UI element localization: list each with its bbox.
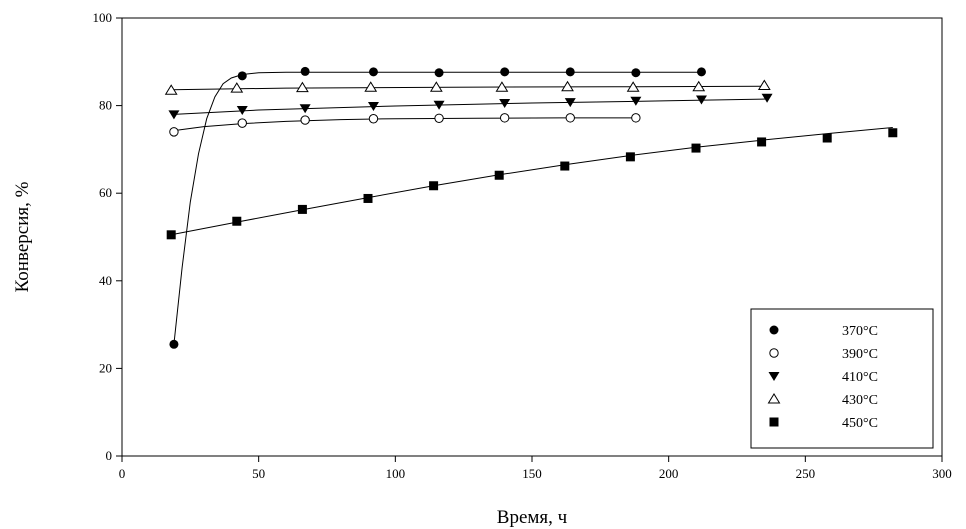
data-point-0-6 bbox=[565, 67, 575, 77]
y-tick-label-2: 40 bbox=[99, 273, 112, 288]
data-point-1-4 bbox=[434, 113, 444, 124]
x-tick-label-3: 150 bbox=[522, 466, 542, 481]
y-tick-label-5: 100 bbox=[93, 10, 113, 25]
fit-line-4 bbox=[171, 127, 893, 236]
x-tick-label-6: 300 bbox=[932, 466, 952, 481]
data-point-4-0 bbox=[166, 230, 176, 240]
data-point-4-3 bbox=[363, 193, 373, 203]
data-point-2-2 bbox=[299, 104, 311, 114]
data-point-0-7 bbox=[631, 68, 641, 78]
x-tick-label-1: 50 bbox=[252, 466, 265, 481]
axis-ticks: 0 50 100 150 200 250 300 0 20 40 60 80 100 bbox=[93, 10, 952, 481]
legend-items: 370°C 390°C 410°C 430°C 450°C bbox=[767, 324, 878, 431]
data-point-4-9 bbox=[757, 137, 767, 147]
data-point-4-1 bbox=[232, 216, 242, 226]
legend-label-4: 450°C bbox=[842, 416, 878, 431]
legend-label-2: 410°C bbox=[842, 370, 878, 385]
data-point-2-7 bbox=[630, 96, 642, 106]
data-point-3-4 bbox=[429, 81, 443, 92]
data-point-1-3 bbox=[368, 114, 379, 124]
fit-curves bbox=[171, 71, 893, 345]
data-point-3-8 bbox=[692, 80, 706, 92]
data-point-4-11 bbox=[888, 128, 898, 138]
legend: 370°C 390°C 410°C 430°C 450°C bbox=[750, 308, 934, 449]
data-point-4-7 bbox=[625, 152, 635, 162]
data-point-1-0 bbox=[169, 127, 179, 137]
data-point-0-0 bbox=[169, 339, 179, 349]
data-point-4-5 bbox=[494, 170, 504, 180]
data-point-4-8 bbox=[691, 143, 701, 153]
data-point-0-8 bbox=[696, 67, 706, 77]
data-point-4-4 bbox=[429, 181, 439, 191]
x-tick-label-4: 200 bbox=[659, 466, 679, 481]
data-point-2-8 bbox=[695, 95, 707, 105]
data-point-2-5 bbox=[499, 98, 511, 108]
data-point-4-6 bbox=[560, 161, 570, 171]
fit-line-0 bbox=[173, 71, 702, 345]
data-point-4-10 bbox=[822, 133, 832, 143]
x-tick-label-5: 250 bbox=[796, 466, 816, 481]
x-tick-label-2: 100 bbox=[386, 466, 406, 481]
legend-marker-4 bbox=[769, 417, 779, 427]
legend-marker-2 bbox=[768, 372, 780, 381]
legend-marker-1 bbox=[769, 348, 779, 358]
data-point-2-4 bbox=[433, 100, 445, 110]
legend-label-3: 430°C bbox=[842, 393, 878, 408]
data-point-0-5 bbox=[500, 67, 510, 77]
legend-marker-3 bbox=[767, 393, 781, 404]
legend-label-1: 390°C bbox=[842, 347, 878, 362]
data-point-0-2 bbox=[300, 66, 310, 76]
data-point-4-2 bbox=[297, 204, 307, 214]
data-point-3-9 bbox=[757, 79, 771, 90]
y-tick-label-0: 0 bbox=[106, 448, 113, 463]
data-point-0-3 bbox=[368, 67, 378, 77]
data-point-1-1 bbox=[237, 118, 247, 128]
data-point-3-7 bbox=[626, 81, 640, 92]
data-point-0-1 bbox=[237, 71, 247, 81]
fit-line-1 bbox=[173, 117, 636, 132]
data-point-3-2 bbox=[296, 81, 309, 93]
data-point-1-6 bbox=[565, 113, 575, 123]
data-point-0-4 bbox=[434, 68, 444, 78]
x-axis-title: Время, ч bbox=[497, 507, 568, 528]
data-point-1-5 bbox=[499, 113, 510, 123]
data-point-3-0 bbox=[164, 84, 178, 95]
data-point-3-6 bbox=[561, 80, 574, 92]
data-point-2-6 bbox=[564, 98, 576, 108]
data-point-1-2 bbox=[300, 115, 310, 125]
data-point-3-3 bbox=[364, 81, 378, 92]
fit-line-2 bbox=[173, 98, 768, 115]
data-point-3-1 bbox=[230, 82, 244, 93]
data-point-2-0 bbox=[168, 110, 180, 120]
data-point-2-9 bbox=[761, 93, 773, 103]
legend-label-0: 370°C bbox=[842, 324, 878, 339]
y-axis-title: Конверсия, % bbox=[12, 181, 33, 292]
legend-marker-0 bbox=[769, 325, 779, 335]
data-point-3-5 bbox=[495, 81, 509, 92]
data-point-2-3 bbox=[367, 102, 379, 112]
fit-line-3 bbox=[171, 85, 765, 91]
data-point-1-7 bbox=[631, 113, 641, 123]
y-tick-label-3: 60 bbox=[99, 185, 112, 200]
y-tick-label-1: 20 bbox=[99, 360, 112, 375]
data-markers bbox=[164, 66, 898, 349]
legend-box bbox=[750, 308, 934, 449]
data-point-2-1 bbox=[236, 105, 248, 115]
y-tick-label-4: 80 bbox=[99, 98, 112, 113]
x-tick-label-0: 0 bbox=[119, 466, 126, 481]
